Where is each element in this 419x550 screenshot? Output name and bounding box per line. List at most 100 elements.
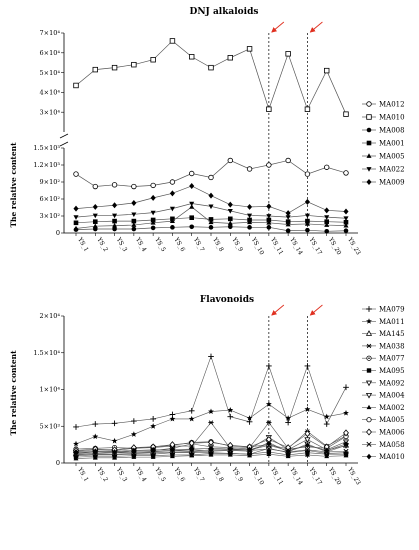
chart1-point-MA010-YS_6 (169, 38, 176, 44)
chart2-point-MA038-YS_8 (208, 420, 214, 425)
chart2-legend-item-MA038: MA038 (362, 342, 405, 350)
chart2-point-MA011-YS_3 (111, 437, 118, 444)
chart2-point-MA002-YS_11 (266, 451, 272, 456)
chart1-point-MA012-YS_3 (111, 182, 118, 188)
chart2-point-MA010-YS_10 (247, 446, 252, 453)
chart2-point-MA010-YS_20 (324, 447, 330, 454)
chart1-title: DNJ alkaloids (190, 7, 259, 17)
chart1-point-MA012-YS_4 (131, 183, 137, 190)
chart1-point-MA022-YS_11 (266, 214, 272, 219)
chart1-y-tick: 1.2×10³ (33, 161, 60, 169)
chart1-point-MA008-YS_14 (285, 228, 291, 234)
chart2-point-MA002-YS_6 (170, 453, 175, 459)
chart2-x-tick-YS_3: YS_3 (114, 466, 128, 483)
chart2-point-MA011-YS_17 (304, 406, 311, 412)
chart1-point-MA009-YS_7 (189, 182, 195, 189)
chart2-point-MA058-YS_4 (131, 450, 137, 456)
chart2-point-MA002-YS_2 (92, 455, 98, 460)
chart2-red-arrow-YS_11 (271, 304, 285, 316)
chart1-point-MA009-YS_2 (92, 203, 98, 210)
chart2-legend-marker-MA095 (366, 368, 372, 373)
chart2-legend-item-MA004: MA004 (362, 392, 405, 400)
chart2-x-tick-YS_11: YS_11 (269, 466, 285, 487)
chart2-point-MA002-YS_8 (208, 452, 214, 457)
chart2-y-tick: 1×10⁴ (40, 386, 61, 394)
chart2-legend: MA079 MA011 MA145 MA038 MA077 MA095 MA092 MA004… (362, 306, 405, 461)
chart1-point-MA010-YS_14 (285, 51, 291, 57)
chart1-axis-break (59, 133, 69, 147)
chart1-point-MA005-YS_2 (92, 223, 98, 229)
chart2-point-MA006-YS_8 (208, 438, 214, 446)
chart1-legend-label: MA010 (379, 114, 405, 122)
chart2-point-MA010-YS_11 (266, 441, 272, 447)
chart1-point-MA008-YS_17 (305, 227, 310, 233)
chart1-point-MA001-YS_23 (343, 219, 349, 225)
chart2-red-arrow-YS_17 (309, 304, 323, 316)
chart2-x-tick-YS_1: YS_1 (76, 466, 90, 483)
chart1-y-tick: 9×10² (40, 178, 61, 186)
chart1-point-MA010-YS_23 (343, 111, 349, 117)
chart2-point-MA002-YS_4 (131, 454, 137, 459)
chart1-x-tick-YS_14: YS_14 (288, 236, 304, 257)
chart1-x-tick-YS_2: YS_2 (95, 236, 109, 253)
chart2-legend-item-MA077: MA077 (362, 355, 405, 363)
chart2-title: Flavonoids (200, 295, 254, 305)
chart1-x-tick-YS_23: YS_23 (346, 236, 362, 257)
chart1-point-MA012-YS_8 (208, 174, 214, 181)
chart1-y-tick: 1.5×10³ (33, 144, 60, 152)
chart1-legend-marker-MA022 (366, 167, 372, 172)
chart2-x-tick-YS_20: YS_20 (326, 466, 342, 487)
chart1-point-MA009-YS_6 (169, 190, 175, 197)
chart1-point-MA008-YS_5 (150, 225, 156, 231)
chart1-point-MA008-YS_6 (170, 225, 175, 230)
chart2-point-MA010-YS_5 (150, 446, 156, 453)
chart2-point-MA058-YS_17 (304, 447, 310, 453)
chart1-x-tick-YS_20: YS_20 (326, 236, 342, 257)
chart1-point-MA010-YS_4 (131, 61, 137, 68)
chart2-x-tick-YS_7: YS_7 (191, 466, 205, 483)
chart2-legend-marker-MA038 (366, 343, 372, 349)
chart2-y-tick: 2×10⁴ (40, 312, 61, 320)
chart2-point-MA079-YS_5 (150, 416, 157, 422)
chart2-legend-item-MA002: MA002 (362, 404, 405, 412)
chart1-highlight-lines (268, 21, 323, 233)
chart1-point-MA001-YS_17 (305, 218, 310, 224)
chart2-y-tick: 5×10³ (40, 422, 61, 430)
chart2-legend-marker-MA058 (366, 441, 372, 447)
chart1-point-MA010-YS_10 (246, 46, 253, 52)
chart1-point-MA009-YS_10 (247, 203, 253, 210)
chart1-legend-label: MA001 (379, 140, 405, 148)
chart1-point-MA001-YS_5 (150, 217, 156, 223)
chart1-x-tick-YS_1: YS_1 (76, 236, 90, 253)
chart1-point-MA009-YS_23 (343, 208, 349, 215)
chart2-ylabel: The relative content (9, 350, 18, 436)
chart2-point-MA011-YS_11 (265, 401, 272, 407)
chart2-point-MA058-YS_5 (150, 450, 156, 456)
chart1-x-tick-YS_4: YS_4 (134, 236, 148, 253)
chart1-point-MA012-YS_14 (285, 157, 291, 164)
chart1-series (73, 38, 349, 234)
chart1-axes: 3×10⁴ 4×10⁴ 5×10⁴ 6×10⁴ 7×10⁴ 0 3×10² 6×10² 9×10… (33, 29, 358, 237)
chart1-x-tick-YS_11: YS_11 (269, 236, 285, 257)
chart1-point-MA009-YS_3 (112, 202, 118, 209)
chart2-point-MA011-YS_14 (285, 415, 292, 421)
chart2-point-MA010-YS_17 (305, 442, 310, 449)
chart2-legend-marker-MA092 (365, 380, 373, 387)
chart1-point-MA001-YS_9 (227, 216, 233, 222)
chart1-legend-label: MA009 (379, 179, 405, 187)
chart2-series (72, 353, 350, 461)
chart2-point-MA002-YS_1 (73, 455, 79, 461)
chart1-point-MA012-YS_11 (266, 162, 272, 168)
chart1-ylabel: The relative content (9, 142, 18, 228)
chart2-x-tick-YS_6: YS_6 (172, 466, 186, 483)
chart1-point-MA009-YS_8 (208, 192, 214, 199)
chart1-y-tick: 0 (56, 229, 60, 237)
chart2-legend-item-MA095: MA095 (362, 367, 405, 375)
chart1-point-MA022-YS_7 (189, 201, 195, 207)
chart1-point-MA008-YS_7 (189, 224, 195, 230)
chart2-axes: 0 5×10³ 1×10⁴ 1.5×10⁴ 2×10⁴ (33, 312, 358, 467)
chart2-legend-label: MA006 (379, 429, 405, 437)
chart2-point-MA002-YS_3 (112, 455, 117, 460)
chart1-point-MA012-YS_7 (189, 170, 195, 177)
chart1-legend-marker-MA010 (366, 114, 372, 120)
